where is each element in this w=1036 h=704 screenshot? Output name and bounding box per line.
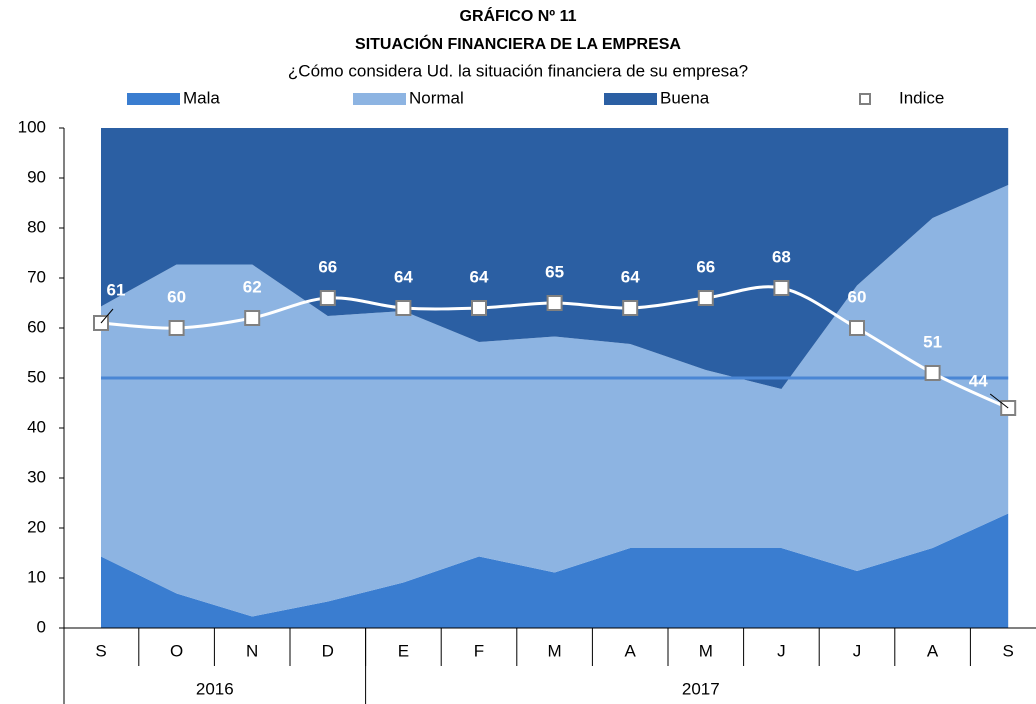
y-tick-label: 70 [27,267,46,286]
y-tick-label: 80 [27,217,46,236]
x-tick-label: D [322,641,334,660]
y-tick-label: 60 [27,317,46,336]
index-marker [924,365,941,381]
index-marker [849,320,865,336]
data-label: 66 [696,257,715,276]
x-tick-label: M [699,641,713,660]
index-marker [697,290,714,306]
x-tick-label: A [625,641,637,660]
x-tick-label: J [853,641,862,660]
group-label: 2016 [196,679,234,698]
index-marker [546,295,563,311]
group-label: 2017 [682,679,720,698]
legend-label: Buena [660,88,710,107]
x-tick-label: M [548,641,562,660]
y-tick-label: 40 [27,417,46,436]
chart-title: GRÁFICO Nº 11 [460,6,577,25]
legend-swatch [353,93,406,105]
data-label: 65 [545,262,564,281]
x-tick-label: F [474,641,484,660]
data-label: 64 [470,267,489,286]
index-marker [773,280,790,296]
y-tick-label: 90 [27,167,46,186]
area [101,128,1009,389]
area [101,513,1009,628]
data-label: 64 [621,267,640,286]
y-tick-label: 0 [37,617,46,636]
data-label: 61 [107,280,126,299]
index-marker [622,300,639,316]
index-marker [471,300,487,316]
data-label: 64 [394,267,413,286]
index-marker [395,300,412,316]
x-tick-label: S [1003,641,1014,660]
y-tick-label: 50 [27,367,46,386]
x-tick-label: S [95,641,106,660]
y-tick-label: 30 [27,467,46,486]
data-label: 60 [848,287,867,306]
x-tick-label: E [398,641,409,660]
legend-swatch [604,93,657,105]
legend-marker [859,93,871,105]
legend-label: Indice [899,88,944,107]
chart-question: ¿Cómo considera Ud. la situación financi… [288,61,748,80]
y-tick-label: 10 [27,567,46,586]
y-tick-label: 20 [27,517,46,536]
legend-label: Mala [183,88,220,107]
data-label: 44 [969,371,988,390]
x-tick-label: J [777,641,786,660]
index-marker [244,310,261,326]
legend-swatch [127,93,180,105]
chart-subtitle: SITUACIÓN FINANCIERA DE LA EMPRESA [355,34,681,53]
data-label: 68 [772,247,791,266]
x-tick-label: N [246,641,258,660]
y-tick-label: 100 [18,117,46,136]
data-label: 66 [318,257,337,276]
leader-line [989,393,1009,409]
data-label: 62 [243,277,262,296]
data-label: 60 [167,287,186,306]
index-marker [168,320,185,336]
leader-line [100,308,114,324]
index-marker [319,290,336,306]
x-tick-label: A [927,641,939,660]
x-tick-label: O [170,641,183,660]
legend-label: Normal [409,88,464,107]
data-label: 51 [923,332,942,351]
area [101,185,1009,617]
